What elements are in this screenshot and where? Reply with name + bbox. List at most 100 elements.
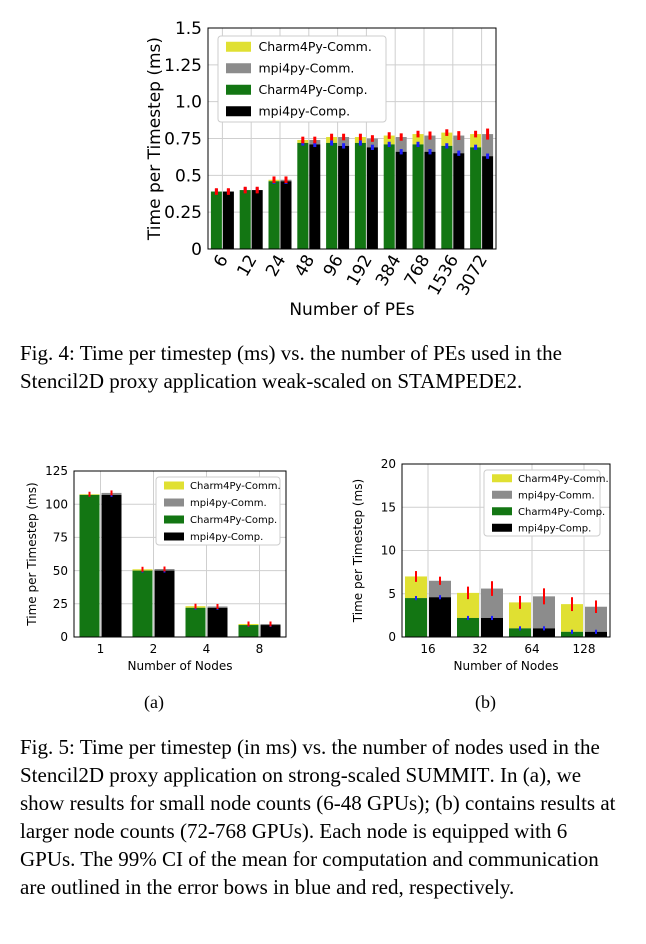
bar-mpi4py-comp — [533, 628, 555, 637]
x-tick-label: 1 — [97, 642, 105, 656]
bar-charm4py-comp — [405, 598, 427, 637]
bar-mpi4py-comp — [585, 631, 607, 637]
bar-mpi4py-comp — [101, 494, 122, 637]
bar-mpi4py-comp — [280, 181, 292, 249]
legend-label: mpi4py-Comm. — [259, 61, 355, 76]
x-tick-label: 128 — [573, 642, 596, 656]
legend-swatch — [492, 523, 512, 532]
y-tick-label: 1.5 — [175, 19, 202, 39]
legend-swatch — [164, 532, 184, 541]
bar-charm4py-comp — [326, 142, 338, 249]
x-tick-label: 12 — [233, 252, 261, 281]
x-tick-label: 24 — [262, 252, 290, 281]
bar-charm4py-comp — [239, 190, 251, 249]
figure-4-label: Fig. 4: — [20, 341, 75, 365]
bar-mpi4py-comp — [482, 156, 494, 249]
figure-4-chart: 00.250.50.751.01.251.56 12 24 48 96192384768… — [145, 19, 497, 320]
bar-mpi4py-comp — [453, 153, 465, 249]
bar-charm4py-comp — [297, 142, 309, 249]
figure-5b-chart: 0 5 10 15 20 16 32 64 128 Time per Timestep (ms) N… — [351, 457, 611, 673]
legend-swatch — [226, 63, 251, 74]
y-axis-label: Time per Timestep (ms) — [351, 479, 365, 623]
y-tick-label: 75 — [53, 531, 68, 545]
plot-frame — [73, 470, 287, 638]
legend-label: Charm4Py-Comm. — [518, 474, 609, 485]
bar-mpi4py-comp — [338, 145, 350, 249]
bar-mpi4py-comp — [154, 570, 175, 637]
bar-mpi4py-comp — [481, 617, 503, 637]
y-tick-label: 0.25 — [164, 203, 202, 223]
bar-mpi4py-comm — [395, 137, 407, 152]
bar-charm4py-comp — [132, 570, 153, 637]
plot-frame — [401, 463, 611, 638]
bar-mpi4py-comm — [366, 138, 378, 148]
figure-4-machine: STAMPEDE2 — [397, 369, 517, 393]
x-axis-label: Number of PEs — [289, 300, 414, 320]
legend-swatch — [226, 41, 251, 52]
legend-label: mpi4py-Comm. — [190, 498, 267, 509]
bar-charm4py-comm — [457, 592, 479, 618]
x-tick-label: 384 — [372, 252, 406, 290]
x-tick-label: 192 — [343, 252, 377, 290]
x-tick-label: 16 — [420, 642, 435, 656]
y-tick-label: 0 — [60, 630, 68, 644]
bar-charm4py-comp — [79, 494, 100, 637]
legend-swatch — [492, 474, 512, 483]
bar-mpi4py-comp — [260, 625, 281, 637]
x-tick-label: 6 — [210, 252, 233, 271]
figure-5-text-cont: . In (a), we show results for small node… — [20, 763, 616, 899]
bar-mpi4py-comp — [251, 190, 263, 249]
legend-swatch — [226, 84, 251, 95]
x-axis-label: Number of Nodes — [128, 659, 233, 673]
bar-mpi4py-comp — [395, 151, 407, 249]
legend-swatch — [492, 490, 512, 499]
legend-box — [217, 35, 387, 123]
legend-swatch — [164, 481, 184, 490]
figure-5-machine: SUMMIT — [405, 763, 490, 787]
legend-label: Charm4Py-Comm. — [259, 39, 372, 54]
legend-label: Charm4Py-Comp. — [190, 515, 277, 526]
bar-mpi4py-comm — [453, 135, 465, 154]
bar-charm4py-comp — [509, 628, 531, 637]
figure-4-text: Time per timestep (ms) vs. the number of… — [20, 341, 562, 393]
bar-mpi4py-comp — [366, 147, 378, 249]
y-tick-label: 15 — [381, 500, 396, 514]
y-tick-label: 1.25 — [164, 56, 202, 76]
bar-charm4py-comp — [354, 142, 366, 249]
y-tick-label: 10 — [381, 544, 396, 558]
bar-mpi4py-comp — [207, 607, 228, 637]
bar-mpi4py-comp — [309, 144, 321, 249]
figure-5a-chart: 0 25 50 75 100 125 1 2 4 8 Time per Timestep (ms) N… — [25, 464, 287, 673]
bar-charm4py-comm — [561, 604, 583, 632]
legend-box — [483, 469, 601, 537]
legend-label: mpi4py-Comp. — [518, 523, 591, 534]
bar-charm4py-comm — [509, 602, 531, 629]
bar-mpi4py-comm — [338, 137, 350, 146]
y-tick-label: 125 — [45, 464, 68, 478]
bar-mpi4py-comm — [533, 596, 555, 629]
y-tick-label: 20 — [381, 457, 396, 471]
bar-charm4py-comp — [441, 145, 453, 249]
y-tick-label: 0 — [388, 630, 396, 644]
bar-mpi4py-comm — [429, 580, 451, 598]
bar-charm4py-comm — [441, 132, 453, 146]
bar-charm4py-comp — [210, 191, 222, 249]
y-tick-label: 100 — [45, 497, 68, 511]
x-axis-label: Number of Nodes — [454, 659, 559, 673]
y-axis-label: Time per Timestep (ms) — [145, 37, 165, 241]
bar-mpi4py-comp — [429, 597, 451, 637]
bar-charm4py-comm — [383, 135, 395, 145]
bar-mpi4py-comm — [424, 135, 436, 152]
legend-swatch — [164, 515, 184, 524]
x-tick-label: 96 — [320, 252, 348, 281]
bar-mpi4py-comp — [424, 151, 436, 249]
y-axis-label: Time per Timestep (ms) — [25, 482, 39, 626]
bar-charm4py-comm — [412, 134, 424, 145]
legend-label: Charm4Py-Comp. — [518, 507, 605, 518]
bar-charm4py-comp — [185, 607, 206, 637]
x-tick-label: 4 — [203, 642, 211, 656]
bar-charm4py-comp — [457, 617, 479, 637]
figure-4-end: . — [516, 369, 523, 393]
bar-mpi4py-comm — [585, 606, 607, 632]
bar-charm4py-comp — [470, 147, 482, 249]
